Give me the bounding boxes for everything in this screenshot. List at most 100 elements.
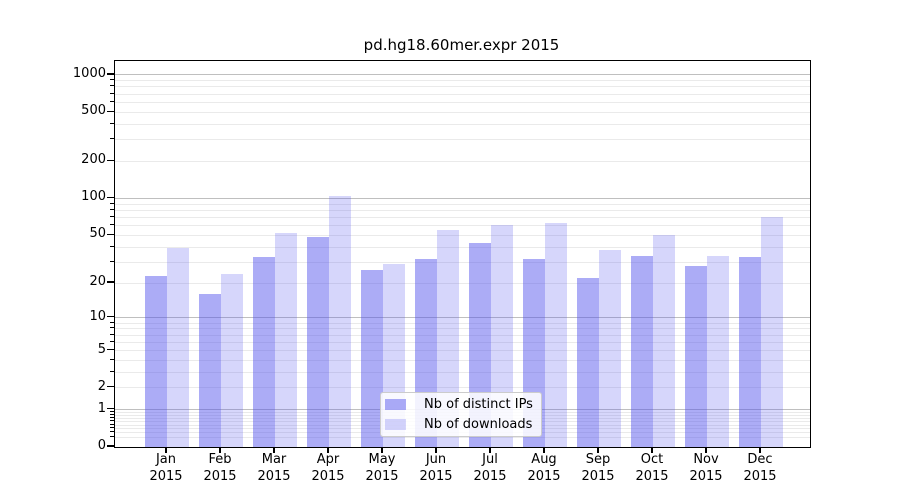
minor-gridline — [115, 80, 810, 82]
legend-swatch-distinct-ips-icon — [385, 399, 406, 410]
y-minor-tick-mark — [110, 92, 114, 94]
y-minor-tick-mark — [110, 138, 114, 140]
x-tick-mark — [381, 447, 383, 453]
minor-gridline — [115, 139, 810, 141]
major-gridline — [115, 74, 810, 76]
minor-gridline — [115, 123, 810, 125]
y-minor-tick-mark — [110, 427, 114, 429]
x-tick-month: Jan — [155, 452, 177, 467]
y-tick-label-500: 500 — [81, 103, 106, 119]
x-tick-label-dec: Dec 2015 — [728, 451, 792, 485]
y-tick-mark — [107, 445, 114, 447]
bar-distinct-ips-may — [361, 269, 383, 447]
y-minor-tick-mark — [110, 370, 114, 372]
minor-gridline — [115, 322, 810, 324]
x-tick-mark — [165, 447, 167, 453]
y-minor-tick-mark — [110, 100, 114, 102]
x-tick-label-feb: Feb 2015 — [188, 451, 252, 485]
x-tick-month: May — [368, 452, 396, 467]
y-minor-tick-mark — [110, 431, 114, 433]
bar-downloads-sep — [599, 249, 621, 447]
bar-downloads-aug — [545, 223, 567, 447]
y-tick-mark — [107, 73, 114, 75]
x-tick-month: Mar — [261, 452, 287, 467]
bar-distinct-ips-sep — [577, 278, 599, 447]
bar-distinct-ips-mar — [253, 257, 275, 447]
x-tick-label-jan: Jan 2015 — [134, 451, 198, 485]
x-tick-year: 2015 — [689, 469, 723, 484]
x-tick-mark — [651, 447, 653, 453]
bar-distinct-ips-apr — [307, 237, 329, 447]
minor-gridline — [115, 436, 810, 438]
y-minor-tick-mark — [110, 420, 114, 422]
minor-gridline — [115, 160, 810, 162]
minor-gridline — [115, 359, 810, 361]
minor-gridline — [115, 371, 810, 373]
x-tick-label-jul: Jul 2015 — [458, 451, 522, 485]
y-minor-tick-mark — [110, 386, 114, 388]
bar-downloads-oct — [653, 235, 675, 447]
y-minor-tick-mark — [110, 349, 114, 350]
chart-title: pd.hg18.60mer.expr 2015 — [363, 36, 560, 54]
minor-gridline — [115, 234, 810, 236]
y-tick-label-100: 100 — [81, 189, 106, 205]
legend-label-distinct-ips: Nb of distinct IPs — [424, 397, 533, 412]
y-tick-mark — [107, 408, 114, 410]
x-tick-month: Oct — [640, 452, 664, 467]
y-minor-tick-mark — [110, 233, 114, 235]
minor-gridline — [115, 261, 810, 263]
minor-gridline — [115, 350, 810, 351]
y-tick-label-20: 20 — [89, 274, 106, 290]
x-tick-month: Jun — [425, 452, 447, 467]
x-tick-year: 2015 — [311, 469, 345, 484]
y-tick-label-50: 50 — [89, 226, 106, 242]
y-minor-tick-mark — [110, 202, 114, 204]
y-tick-label-1: 1 — [97, 400, 106, 416]
x-tick-label-aug: Aug 2015 — [512, 451, 576, 485]
minor-gridline — [115, 86, 810, 88]
y-minor-tick-mark — [110, 224, 114, 226]
minor-gridline — [115, 328, 810, 330]
bar-downloads-jul — [491, 224, 513, 447]
x-tick-month: Jul — [482, 452, 498, 467]
y-tick-mark — [107, 316, 114, 318]
x-tick-year: 2015 — [203, 469, 237, 484]
x-tick-month: Sep — [585, 452, 611, 467]
x-tick-label-jun: Jun 2015 — [404, 451, 468, 485]
legend-entry-distinct-ips: Nb of distinct IPs — [385, 396, 541, 413]
plot-area: Nb of distinct IPs Nb of downloads — [114, 60, 811, 448]
y-minor-tick-mark — [110, 159, 114, 161]
x-tick-year: 2015 — [365, 469, 399, 484]
y-minor-tick-mark — [110, 423, 114, 425]
x-tick-label-oct: Oct 2015 — [620, 451, 684, 485]
x-tick-mark — [597, 447, 599, 453]
x-tick-mark — [543, 447, 545, 453]
minor-gridline — [115, 246, 810, 248]
y-minor-tick-mark — [110, 215, 114, 217]
y-minor-tick-mark — [110, 435, 114, 437]
y-minor-tick-mark — [110, 416, 114, 418]
x-tick-label-may: May 2015 — [350, 451, 414, 485]
bar-distinct-ips-dec — [739, 257, 761, 447]
y-minor-tick-mark — [110, 122, 114, 124]
legend-label-downloads: Nb of downloads — [424, 417, 533, 432]
x-tick-year: 2015 — [635, 469, 669, 484]
x-tick-mark — [489, 447, 491, 453]
bar-downloads-apr — [329, 195, 351, 447]
x-tick-year: 2015 — [527, 469, 561, 484]
x-tick-month: Apr — [316, 452, 340, 467]
y-minor-tick-mark — [110, 327, 114, 329]
major-gridline — [115, 197, 810, 199]
x-tick-year: 2015 — [581, 469, 615, 484]
x-tick-label-nov: Nov 2015 — [674, 451, 738, 485]
y-tick-label-200: 200 — [81, 152, 106, 168]
y-tick-mark — [107, 196, 114, 199]
x-tick-year: 2015 — [149, 469, 183, 484]
bar-distinct-ips-nov — [685, 265, 707, 447]
x-tick-month: Nov — [693, 452, 719, 467]
x-tick-label-mar: Mar 2015 — [242, 451, 306, 485]
minor-gridline — [115, 101, 810, 103]
y-minor-tick-mark — [110, 208, 114, 210]
y-minor-tick-mark — [110, 260, 114, 262]
bar-downloads-dec — [761, 217, 783, 447]
